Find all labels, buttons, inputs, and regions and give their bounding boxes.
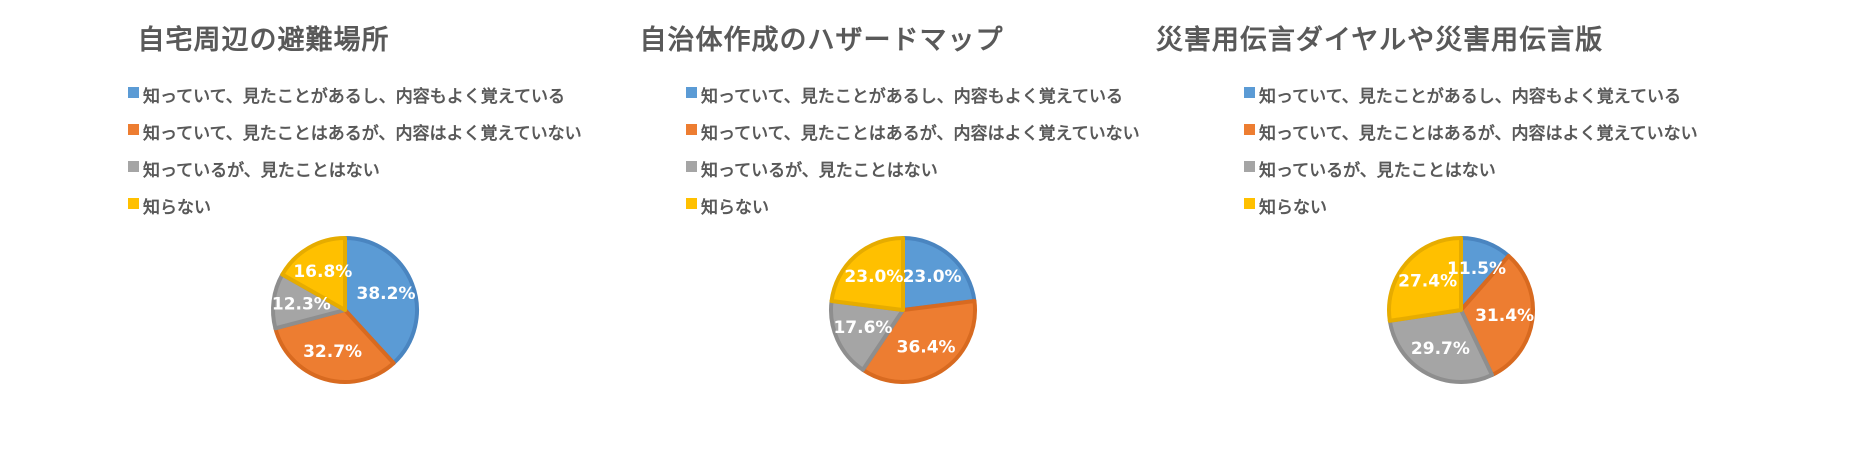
pie-slice	[280, 236, 347, 312]
legend-label: 知っていて、見たことはあるが、内容はよく覚えていない	[701, 124, 1140, 144]
legend-item: 知っているが、見たことはない	[1244, 156, 1698, 193]
legend-swatch	[128, 161, 139, 172]
legend-swatch	[686, 124, 697, 135]
pie-slice	[343, 236, 419, 366]
legend-item: 知っていて、見たことがあるし、内容もよく覚えている	[1244, 82, 1698, 119]
chart-title: 自治体作成のハザードマップ	[639, 25, 1004, 56]
legend-swatch	[128, 198, 139, 209]
data-label: 23.0%	[844, 267, 903, 287]
legend-label: 知っていて、見たことがあるし、内容もよく覚えている	[701, 87, 1123, 107]
legend-swatch	[686, 198, 697, 209]
legend: 知っていて、見たことがあるし、内容もよく覚えている 知っていて、見たことはあるが…	[686, 82, 1140, 230]
legend-item: 知っていて、見たことはあるが、内容はよく覚えていない	[128, 119, 582, 156]
pie-chart: 23.0% 36.4%17.6% 23.0%	[829, 236, 977, 384]
legend-label: 知らない	[143, 198, 211, 218]
legend-item: 知っていて、見たことがあるし、内容もよく覚えている	[128, 82, 582, 119]
data-label: 36.4%	[897, 337, 956, 357]
legend-item: 知っていて、見たことがあるし、内容もよく覚えている	[686, 82, 1140, 119]
legend-item: 知っているが、見たことはない	[128, 156, 582, 193]
legend-swatch	[128, 87, 139, 98]
data-label: 17.6%	[833, 318, 892, 338]
pie-chart: 38.2% 32.7% 12.3% 16.8%	[271, 236, 419, 384]
data-label: 31.4%	[1475, 306, 1534, 326]
pie-slice	[829, 236, 905, 312]
legend-label: 知らない	[701, 198, 769, 218]
pie-slice	[1387, 236, 1463, 323]
data-label: 11.5%	[1447, 259, 1506, 279]
data-label: 32.7%	[303, 342, 362, 362]
legend-label: 知っていて、見たことがあるし、内容もよく覚えている	[1259, 87, 1681, 107]
pie-chart-panel-disaster-message: 災害用伝言ダイヤルや災害用伝言版 知っていて、見たことがあるし、内容もよく覚えて…	[1116, 0, 1736, 450]
legend-swatch	[1244, 198, 1255, 209]
pie-chart: 11.5% 31.4%29.7% 27.4%	[1387, 236, 1535, 384]
legend-label: 知っているが、見たことはない	[701, 161, 938, 181]
data-label: 27.4%	[1398, 271, 1457, 291]
legend-label: 知っていて、見たことはあるが、内容はよく覚えていない	[1259, 124, 1698, 144]
pie-slice	[860, 298, 977, 384]
pie-slice	[273, 308, 396, 384]
data-label: 12.3%	[272, 294, 331, 314]
data-label: 38.2%	[357, 284, 416, 304]
legend-swatch	[1244, 124, 1255, 135]
legend-item: 知らない	[128, 193, 582, 230]
data-label: 23.0%	[903, 267, 962, 287]
data-label: 16.8%	[293, 262, 352, 282]
legend: 知っていて、見たことがあるし、内容もよく覚えている 知っていて、見たことはあるが…	[1244, 82, 1698, 230]
legend-swatch	[1244, 87, 1255, 98]
chart-title: 災害用伝言ダイヤルや災害用伝言版	[1155, 25, 1604, 56]
legend-swatch	[128, 124, 139, 135]
data-label: 29.7%	[1411, 339, 1470, 359]
legend: 知っていて、見たことがあるし、内容もよく覚えている 知っていて、見たことはあるが…	[128, 82, 582, 230]
legend-item: 知っていて、見たことはあるが、内容はよく覚えていない	[686, 119, 1140, 156]
pie-slice	[1387, 308, 1495, 384]
legend-swatch	[686, 161, 697, 172]
pie-slice	[829, 298, 905, 372]
legend-label: 知っていて、見たことがあるし、内容もよく覚えている	[143, 87, 565, 107]
legend-item: 知らない	[1244, 193, 1698, 230]
legend-label: 知っているが、見たことはない	[1259, 161, 1496, 181]
chart-title: 自宅周辺の避難場所	[137, 25, 390, 56]
legend-swatch	[1244, 161, 1255, 172]
legend-label: 知っていて、見たことはあるが、内容はよく覚えていない	[143, 124, 582, 144]
legend-item: 知っているが、見たことはない	[686, 156, 1140, 193]
pie-slice	[901, 236, 977, 312]
pie-chart-panel-hazard-map: 自治体作成のハザードマップ 知っていて、見たことがあるし、内容もよく覚えている …	[558, 0, 1178, 450]
legend-swatch	[686, 87, 697, 98]
legend-item: 知っていて、見たことはあるが、内容はよく覚えていない	[1244, 119, 1698, 156]
legend-label: 知らない	[1259, 198, 1327, 218]
legend-label: 知っているが、見たことはない	[143, 161, 380, 181]
legend-item: 知らない	[686, 193, 1140, 230]
pie-chart-panel-evacuation-site: 自宅周辺の避難場所 知っていて、見たことがあるし、内容もよく覚えている 知ってい…	[0, 0, 620, 450]
